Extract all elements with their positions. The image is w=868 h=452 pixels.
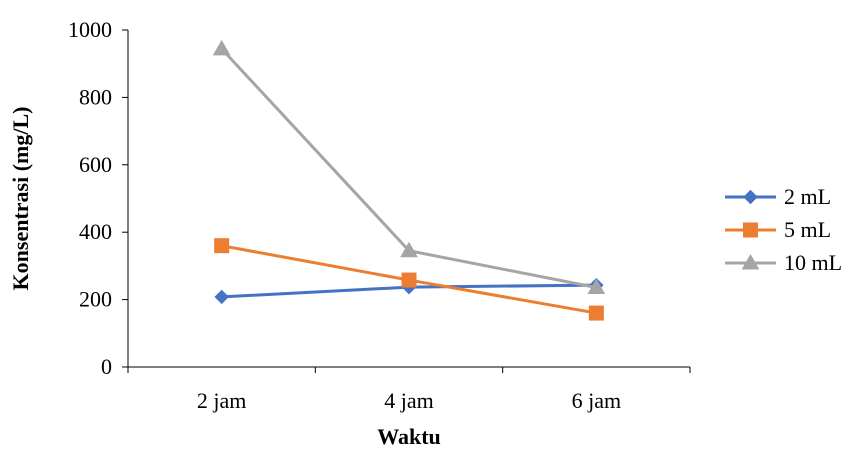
series-layer [212, 39, 606, 321]
y-tick-label: 0 [101, 354, 112, 379]
legend-marker [743, 189, 758, 205]
legend-label: 10 mL [784, 250, 842, 275]
legend-item: 5 mL [725, 217, 831, 242]
x-tick-label: 2 jam [197, 388, 247, 413]
series-2 [212, 39, 606, 294]
x-tick-label: 6 jam [572, 388, 622, 413]
legend-item: 2 mL [725, 184, 831, 209]
series-1 [214, 238, 604, 321]
y-tick-label: 800 [79, 84, 112, 109]
data-point [401, 272, 417, 288]
legend-marker [743, 222, 758, 238]
legend-item: 10 mL [725, 250, 842, 275]
axes: 0 200 400 600 800 1000 2 jam 4 jam 6 jam [68, 17, 691, 413]
y-tick-label: 1000 [68, 17, 112, 42]
legend-label: 2 mL [784, 184, 831, 209]
x-tick-label: 4 jam [384, 388, 434, 413]
y-tick-label: 400 [79, 219, 112, 244]
data-point [587, 278, 606, 294]
legend: 2 mL 5 mL 10 mL [725, 184, 842, 275]
y-tick-label: 200 [79, 287, 112, 312]
data-point [588, 305, 604, 321]
y-tick-label: 600 [79, 152, 112, 177]
y-axis-title: Konsentrasi (mg/L) [8, 107, 33, 291]
data-point [212, 39, 231, 56]
data-point [400, 241, 418, 258]
data-point [214, 238, 230, 254]
legend-label: 5 mL [784, 217, 831, 242]
legend-marker [741, 253, 760, 270]
data-point [214, 289, 229, 305]
x-axis-title: Waktu [377, 424, 441, 449]
